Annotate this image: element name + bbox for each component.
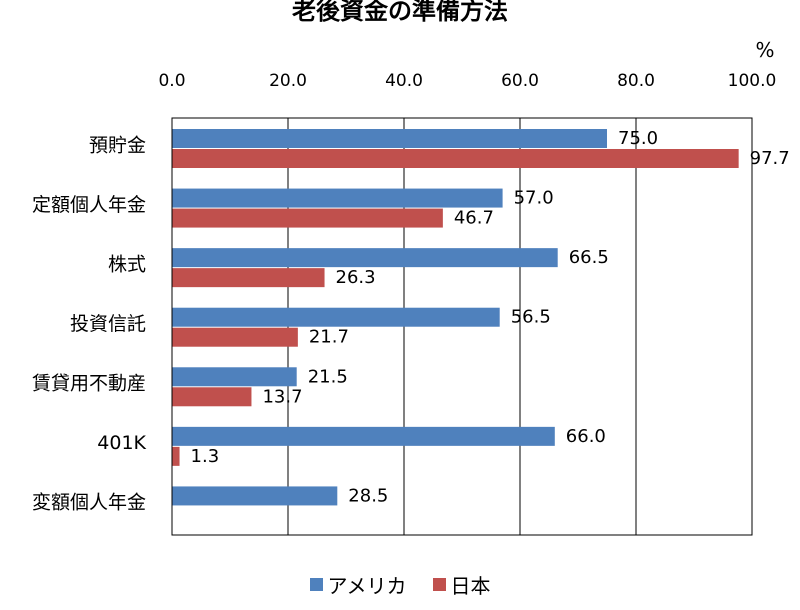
category-label: 預貯金 bbox=[89, 134, 146, 156]
data-label: 97.7 bbox=[750, 148, 790, 169]
legend-label-japan: 日本 bbox=[450, 574, 491, 598]
bar bbox=[172, 426, 555, 446]
data-label: 13.7 bbox=[262, 386, 302, 407]
data-label: 28.5 bbox=[348, 485, 388, 506]
data-label: 57.0 bbox=[514, 188, 554, 209]
labels: 0.0 20.0 40.0 60.0 80.0 100.0 預貯金 75.0 97.7 定額個人年… bbox=[32, 71, 790, 514]
bar bbox=[172, 188, 503, 208]
data-label: 26.3 bbox=[336, 267, 376, 288]
x-tick-label: 80.0 bbox=[617, 71, 655, 91]
data-label: 1.3 bbox=[191, 446, 220, 467]
data-label: 66.0 bbox=[566, 426, 606, 447]
x-tick-label: 40.0 bbox=[385, 71, 423, 91]
bar bbox=[172, 149, 739, 168]
legend-label-america: アメリカ bbox=[327, 574, 407, 598]
legend: アメリカ 日本 bbox=[0, 570, 800, 599]
data-label: 46.7 bbox=[454, 208, 494, 229]
category-label: 投資信託 bbox=[70, 313, 146, 335]
bars bbox=[172, 129, 739, 506]
data-label: 75.0 bbox=[618, 128, 658, 149]
bar bbox=[172, 307, 500, 327]
unit-label: % bbox=[755, 38, 774, 62]
legend-item-japan: 日本 bbox=[432, 570, 491, 599]
category-label: 定額個人年金 bbox=[32, 194, 146, 216]
bar bbox=[172, 248, 558, 268]
x-tick-label: 0.0 bbox=[158, 71, 185, 91]
legend-swatch-japan bbox=[432, 578, 446, 591]
legend-swatch-america bbox=[309, 578, 323, 591]
bar bbox=[172, 446, 180, 466]
bar bbox=[172, 327, 298, 347]
data-label: 21.7 bbox=[309, 327, 349, 348]
bar bbox=[172, 129, 607, 148]
category-label: 変額個人年金 bbox=[32, 492, 146, 514]
chart-title: 老後資金の準備方法 bbox=[292, 0, 508, 25]
bar bbox=[172, 367, 297, 387]
legend-item-america: アメリカ bbox=[309, 570, 407, 599]
category-label: 賃貸用不動産 bbox=[32, 373, 146, 395]
data-label: 56.5 bbox=[511, 307, 551, 328]
bar bbox=[172, 387, 252, 407]
x-tick-label: 20.0 bbox=[269, 71, 307, 91]
category-label: 株式 bbox=[108, 253, 146, 275]
x-tick-label: 60.0 bbox=[501, 71, 539, 91]
x-tick-label: 100.0 bbox=[728, 71, 777, 91]
data-label: 21.5 bbox=[308, 366, 348, 387]
category-label: 401K bbox=[97, 432, 146, 454]
bar bbox=[172, 486, 338, 506]
bar bbox=[172, 208, 443, 228]
data-label: 66.5 bbox=[569, 247, 609, 268]
bar bbox=[172, 268, 325, 288]
plot-frame bbox=[171, 117, 753, 536]
